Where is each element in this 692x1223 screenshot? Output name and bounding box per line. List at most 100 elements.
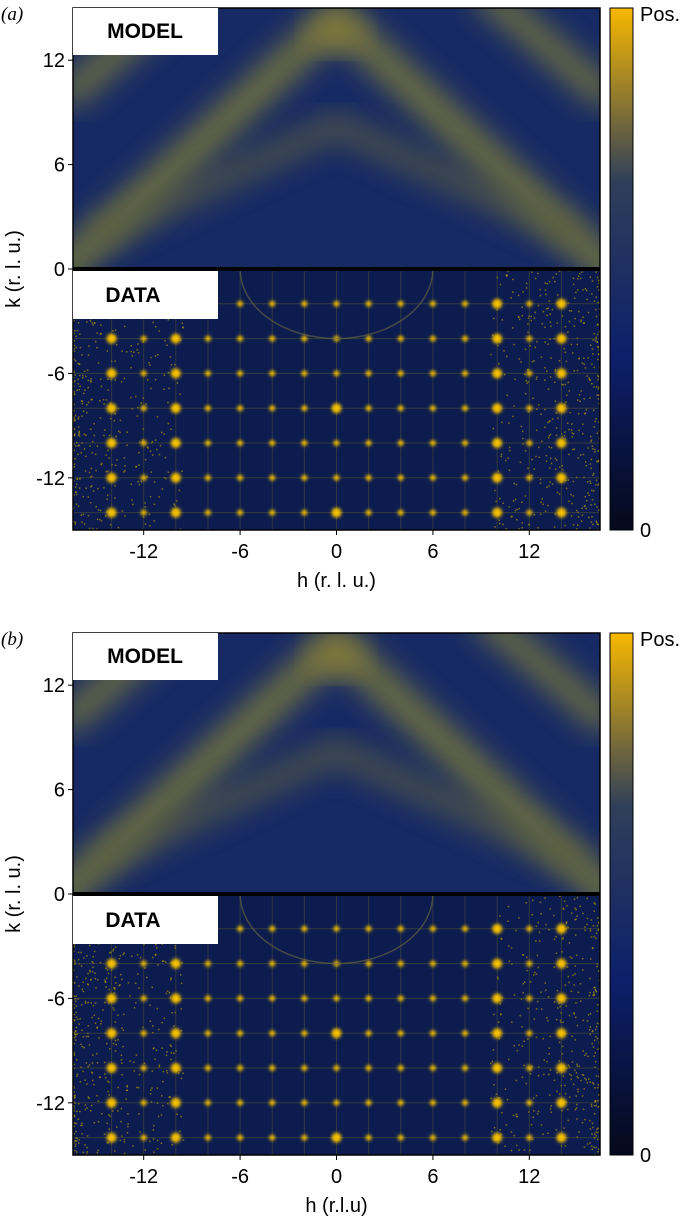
noise [77,383,80,385]
bragg-spot [106,958,117,969]
noise [81,1045,84,1048]
noise [583,505,586,508]
bragg-spot [365,1099,372,1106]
bragg-spot [237,300,244,307]
noise [101,1113,103,1115]
noise [592,523,594,526]
noise [163,433,166,435]
noise [562,936,564,939]
noise [95,987,97,989]
noise [99,400,101,402]
noise [513,994,516,996]
noise [73,981,75,983]
noise [526,956,528,959]
noise [594,988,596,991]
noise [77,378,79,381]
noise [559,895,561,897]
noise [75,1005,78,1007]
noise [590,440,592,443]
noise [87,401,90,404]
bragg-spot [331,403,342,414]
noise [598,282,600,285]
noise [562,1045,564,1048]
noise [107,972,110,975]
noise [589,1033,592,1036]
noise [536,376,538,378]
noise [75,346,78,349]
noise [180,1029,183,1032]
noise [164,340,166,342]
noise [97,487,99,490]
noise [572,277,575,280]
noise [530,1124,533,1126]
noise [125,1098,127,1100]
bragg-spot [106,368,117,379]
noise [83,957,85,959]
noise [87,1065,89,1068]
noise [592,925,595,927]
noise [89,1110,92,1112]
noise [597,1048,599,1050]
noise [78,487,81,489]
noise [77,951,80,954]
noise [507,270,509,273]
noise [104,979,106,981]
noise [135,1054,138,1056]
noise [564,1084,566,1087]
noise [549,338,551,340]
noise [527,1007,529,1010]
noise [584,461,587,463]
noise [105,470,108,473]
noise [167,1103,169,1105]
noise [178,489,181,492]
colorbar-label: 0 [640,1145,651,1167]
noise [554,370,556,373]
noise [578,357,580,359]
noise [179,393,181,395]
noise [130,483,133,485]
bragg-spot [301,960,308,967]
noise [513,405,515,407]
noise [570,515,573,517]
noise [89,970,91,973]
noise [157,354,159,356]
bragg-spot [526,474,533,481]
noise [572,974,574,977]
noise [589,276,592,278]
bragg-spot [237,995,244,1002]
noise [73,507,75,509]
noise [78,444,80,447]
noise [77,418,80,420]
noise [595,990,598,993]
bragg-spot [397,925,404,932]
noise [117,526,120,529]
bragg-spot [331,1028,342,1039]
noise [534,971,536,974]
bragg-spot [492,1097,503,1108]
noise [149,1140,151,1143]
noise [100,385,103,388]
noise [140,480,143,483]
noise [76,1073,79,1076]
noise [114,412,116,415]
noise [84,389,86,391]
y-axis-label: k (r. l. u.) [3,230,25,308]
noise [573,448,576,450]
noise [594,1066,596,1068]
noise [107,378,109,380]
noise [73,1019,76,1022]
noise [85,1062,88,1064]
noise [597,323,599,325]
noise [179,528,182,530]
bragg-spot [492,993,503,1004]
noise [73,1105,75,1107]
noise [562,468,564,471]
noise [155,1049,158,1051]
noise [576,896,579,899]
noise [75,995,77,997]
bragg-spot [269,925,276,932]
noise [597,1150,599,1153]
noise [595,1075,598,1077]
bragg-spot [462,1099,469,1106]
noise [76,329,79,332]
